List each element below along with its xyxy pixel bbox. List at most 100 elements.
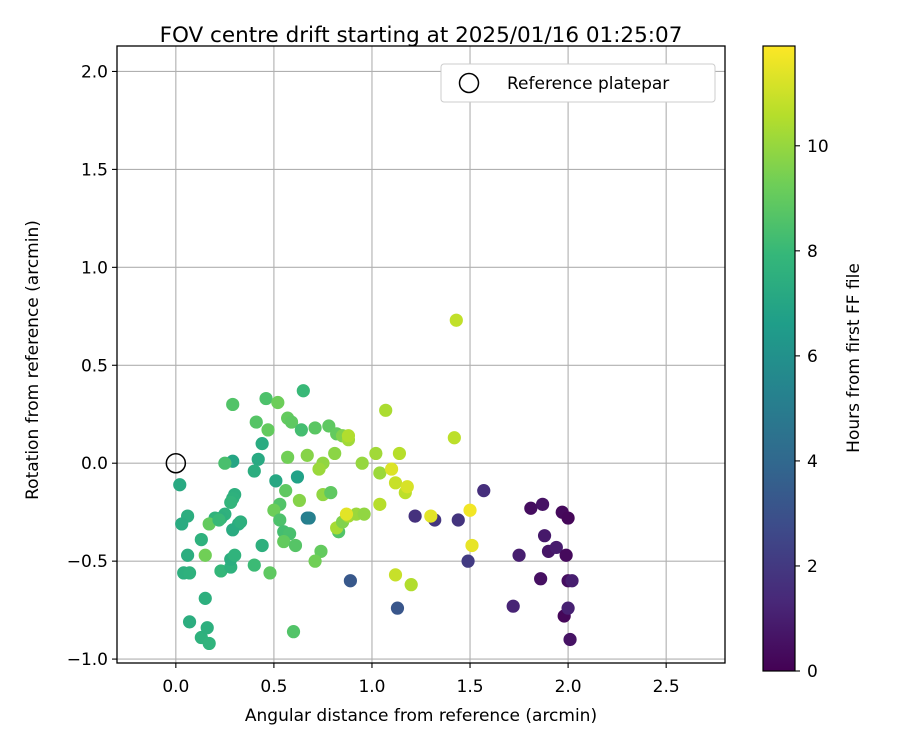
data-point xyxy=(292,493,306,508)
data-point xyxy=(400,480,414,494)
data-point xyxy=(561,601,575,615)
colorbar-gradient xyxy=(762,45,796,672)
data-point xyxy=(255,437,269,451)
legend-reference-marker xyxy=(458,72,480,94)
y-tick-label: 1.5 xyxy=(81,160,108,180)
data-point xyxy=(324,485,338,500)
data-point xyxy=(175,517,189,531)
data-point xyxy=(451,513,465,527)
data-point xyxy=(357,507,371,521)
data-point xyxy=(308,554,322,568)
plot-frame xyxy=(116,45,726,664)
data-point xyxy=(284,415,299,429)
data-point xyxy=(300,448,314,462)
y-axis: −1.0 −0.5 0.0 0.5 1.0 1.5 2.0 xyxy=(67,62,117,670)
data-point xyxy=(228,548,242,562)
data-point xyxy=(404,578,418,592)
data-point xyxy=(182,615,197,629)
data-point xyxy=(281,450,295,464)
x-tick-label: 2.5 xyxy=(653,677,680,697)
colorbar-tick-label: 10 xyxy=(807,137,829,157)
data-point xyxy=(302,511,316,525)
data-point xyxy=(288,538,303,553)
x-tick-label: 2.0 xyxy=(555,677,582,697)
colorbar-tick-label: 6 xyxy=(807,347,818,367)
data-point xyxy=(308,421,322,435)
data-point xyxy=(355,456,369,470)
data-point xyxy=(477,484,491,498)
data-point xyxy=(198,591,212,605)
x-axis-label: Angular distance from reference (arcmin) xyxy=(245,706,597,726)
data-point xyxy=(173,478,187,492)
data-point xyxy=(290,470,305,484)
data-point xyxy=(512,548,526,562)
plot-area xyxy=(116,45,726,664)
data-point xyxy=(198,548,212,562)
data-point xyxy=(373,497,387,511)
data-point xyxy=(341,429,356,443)
y-tick-label: −0.5 xyxy=(67,552,108,572)
data-point xyxy=(202,636,216,651)
data-point xyxy=(200,621,214,635)
data-point xyxy=(447,431,461,445)
data-point xyxy=(255,538,269,553)
data-point xyxy=(279,484,293,498)
data-point xyxy=(369,446,383,461)
plot-background xyxy=(117,46,725,663)
data-point xyxy=(537,529,552,543)
data-point xyxy=(263,566,277,580)
y-axis-label: Rotation from reference (arcmin) xyxy=(23,220,43,500)
data-point xyxy=(212,513,226,527)
data-points xyxy=(173,313,579,651)
data-point xyxy=(224,495,238,509)
data-point xyxy=(249,415,263,429)
data-point xyxy=(449,313,463,327)
data-point xyxy=(408,509,422,523)
data-point xyxy=(463,503,477,517)
data-point xyxy=(461,554,475,568)
data-point xyxy=(247,464,261,478)
colorbar: 0 2 4 6 8 10 Hours from first FF file xyxy=(762,45,864,682)
data-point xyxy=(312,462,326,476)
data-point xyxy=(194,533,208,547)
data-point xyxy=(392,446,407,461)
data-point xyxy=(233,515,248,529)
colorbar-ticks: 0 2 4 6 8 10 xyxy=(795,137,829,682)
data-point xyxy=(267,503,281,517)
y-tick-label: 1.0 xyxy=(81,258,108,278)
data-point xyxy=(273,513,287,527)
data-point xyxy=(277,534,291,549)
y-tick-label: 0.5 xyxy=(81,356,108,376)
colorbar-tick-label: 2 xyxy=(807,557,818,577)
data-point xyxy=(296,384,310,398)
data-point xyxy=(261,423,275,437)
x-tick-label: 1.5 xyxy=(457,677,484,697)
data-point xyxy=(226,397,240,412)
legend-label-reference-platepar: Reference platepar xyxy=(507,74,669,94)
x-tick-label: 0.5 xyxy=(260,677,287,697)
data-point xyxy=(328,446,342,461)
data-point xyxy=(388,568,403,582)
data-point xyxy=(561,511,575,525)
data-point xyxy=(534,572,548,586)
data-point xyxy=(536,497,550,511)
data-point xyxy=(271,395,285,410)
reference-platepar-marker xyxy=(165,452,187,474)
data-point xyxy=(269,474,283,488)
data-point xyxy=(424,509,438,523)
data-point xyxy=(294,423,308,437)
data-point xyxy=(343,574,357,588)
data-point xyxy=(388,476,403,490)
data-point xyxy=(506,599,520,613)
colorbar-label: Hours from first FF file xyxy=(844,263,864,453)
chart-title: FOV centre drift starting at 2025/01/16 … xyxy=(160,23,683,48)
y-tick-label: 2.0 xyxy=(81,62,108,82)
data-point xyxy=(390,601,405,615)
data-point xyxy=(379,403,393,417)
data-point xyxy=(339,507,354,521)
data-point xyxy=(549,540,563,555)
data-point xyxy=(286,625,301,639)
colorbar-tick-label: 0 xyxy=(807,662,818,682)
x-axis: 0.0 0.5 1.0 1.5 2.0 2.5 xyxy=(162,663,680,697)
data-point xyxy=(182,566,197,580)
